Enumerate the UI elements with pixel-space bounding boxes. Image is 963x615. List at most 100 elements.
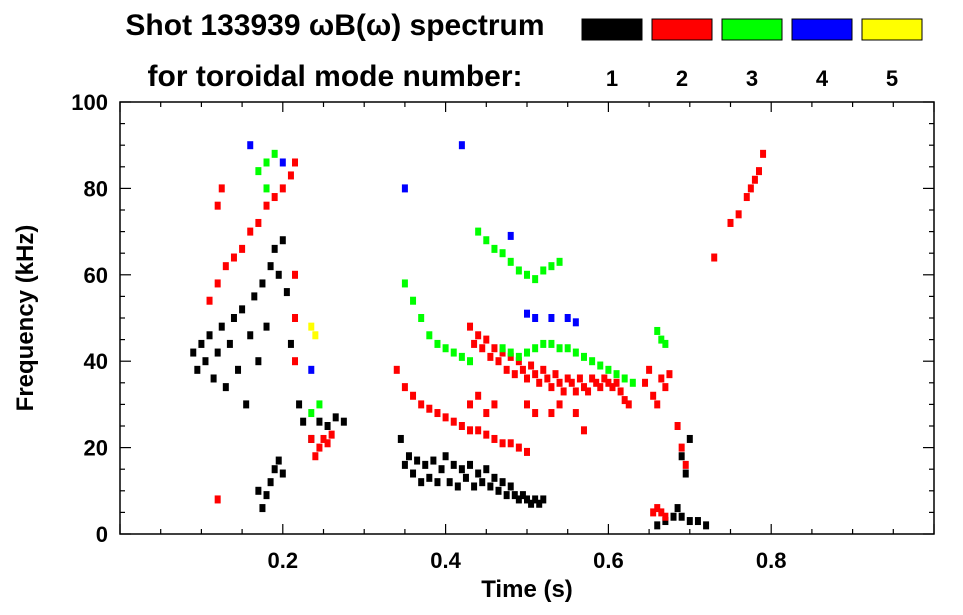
point-n=2	[222, 262, 229, 271]
point-n=1	[495, 486, 502, 495]
point-n=1	[524, 495, 530, 504]
point-n=1	[222, 383, 229, 392]
point-n=2	[255, 218, 262, 227]
point-n=1	[271, 244, 278, 253]
point-n=1	[450, 460, 457, 469]
legend-swatch-4	[791, 18, 853, 41]
point-n=2	[760, 149, 767, 158]
y-tick-label: 20	[84, 436, 108, 461]
point-n=2	[467, 426, 474, 435]
point-n=2	[214, 279, 221, 288]
point-n=1	[405, 452, 412, 461]
point-n=3	[271, 149, 278, 158]
point-n=5	[308, 322, 315, 331]
x-axis-label: Time (s)	[481, 576, 573, 603]
point-n=2	[483, 430, 490, 439]
point-n=2	[621, 396, 628, 405]
point-n=3	[548, 339, 555, 348]
point-n=2	[556, 400, 563, 409]
point-n=2	[650, 508, 657, 517]
point-n=2	[727, 218, 734, 227]
point-n=2	[475, 391, 482, 400]
point-n=1	[438, 465, 445, 474]
point-n=1	[275, 270, 282, 279]
point-n=2	[426, 404, 433, 413]
point-n=2	[593, 378, 600, 387]
point-n=1	[462, 473, 469, 482]
point-n=2	[536, 378, 543, 387]
point-n=2	[755, 167, 762, 176]
point-n=1	[503, 491, 510, 500]
point-n=3	[548, 262, 555, 271]
point-n=2	[528, 361, 535, 370]
point-n=1	[194, 365, 201, 374]
point-n=2	[511, 370, 518, 379]
point-n=2	[218, 184, 225, 193]
point-n=3	[564, 344, 571, 353]
data-points	[190, 141, 767, 530]
y-tick-label: 100	[71, 90, 108, 115]
legend-label-2: 2	[676, 66, 688, 91]
point-n=2	[751, 175, 758, 184]
point-n=1	[218, 322, 225, 331]
point-n=2	[654, 504, 661, 513]
point-n=1	[267, 478, 274, 487]
point-n=4	[507, 231, 514, 240]
point-n=2	[519, 365, 526, 374]
point-n=1	[662, 517, 669, 526]
point-n=3	[524, 270, 530, 279]
point-n=3	[540, 266, 547, 275]
point-n=1	[511, 491, 518, 500]
point-n=2	[548, 383, 555, 392]
point-n=1	[210, 374, 217, 383]
point-n=4	[247, 141, 254, 150]
point-n=3	[410, 296, 417, 305]
x-tick-labels: 0.2 0.4 0.6 0.8	[268, 548, 787, 573]
point-n=2	[564, 374, 571, 383]
point-n=2	[678, 443, 685, 452]
point-n=2	[487, 352, 494, 361]
point-n=3	[418, 314, 425, 322]
point-n=1	[202, 357, 209, 366]
point-n=2	[418, 400, 425, 409]
point-n=1	[487, 482, 494, 491]
point-n=2	[605, 378, 612, 387]
point-n=1	[475, 469, 482, 478]
point-n=1	[267, 262, 274, 271]
point-n=2	[540, 365, 547, 374]
point-n=1	[483, 465, 490, 474]
point-n=2	[214, 495, 221, 504]
point-n=1	[519, 491, 526, 500]
point-n=2	[230, 253, 237, 262]
point-n=2	[479, 344, 486, 353]
point-n=2	[580, 383, 587, 392]
point-n=3	[401, 279, 408, 288]
point-n=1	[532, 495, 539, 504]
point-n=4	[532, 314, 539, 322]
point-n=2	[287, 171, 294, 180]
point-n=2	[308, 434, 315, 443]
point-n=1	[401, 460, 408, 469]
point-n=1	[332, 413, 339, 422]
legend-label-3: 3	[746, 66, 758, 91]
point-n=2	[560, 387, 567, 396]
point-n=2	[450, 417, 457, 426]
point-n=3	[316, 400, 323, 409]
title-line-1: Shot 133939 ωB(ω) spectrum	[125, 9, 544, 42]
point-n=2	[625, 400, 632, 409]
point-n=3	[458, 352, 465, 361]
point-n=2	[324, 439, 331, 448]
point-n=2	[503, 365, 510, 374]
point-n=3	[483, 236, 490, 245]
point-n=3	[507, 257, 514, 266]
point-n=2	[654, 400, 661, 409]
point-n=2	[491, 400, 498, 409]
point-n=3	[658, 335, 665, 344]
point-n=1	[259, 279, 266, 288]
point-n=2	[524, 400, 530, 409]
legend-swatch-3	[721, 18, 783, 41]
point-n=4	[308, 365, 315, 374]
y-axis-label: Frequency (kHz)	[12, 225, 39, 412]
point-n=2	[292, 357, 299, 366]
point-n=5	[312, 331, 319, 340]
